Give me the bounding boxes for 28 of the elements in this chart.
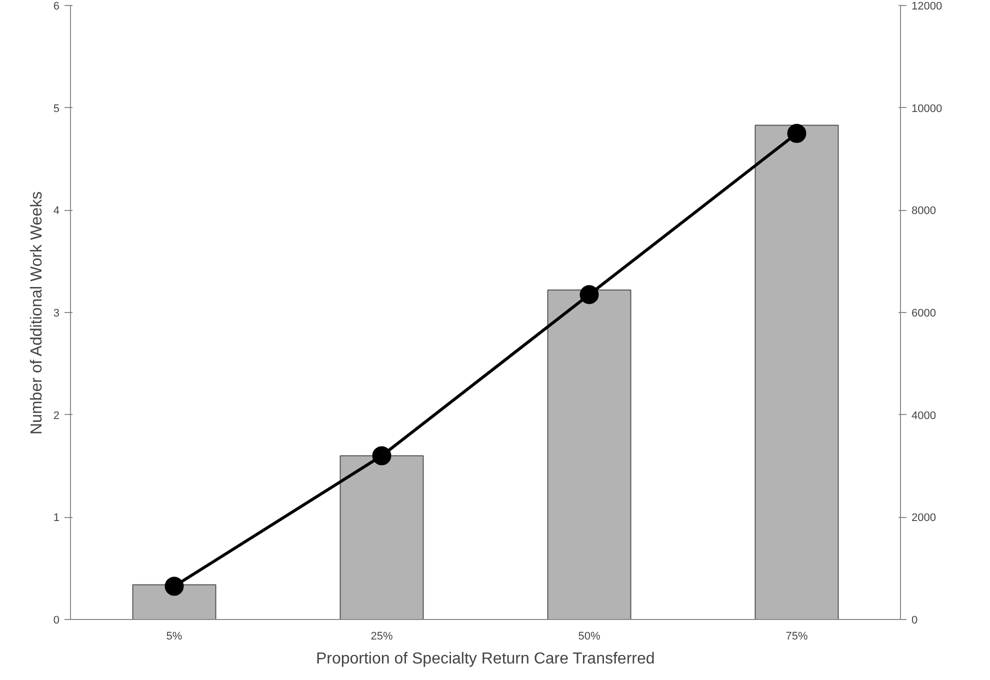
point [580, 285, 599, 304]
point [787, 124, 806, 143]
x-axis-title: Proportion of Specialty Return Care Transferred [316, 650, 655, 668]
y-axis-title: Number of Additional Work Weeks [28, 191, 46, 434]
y-tick-label: 6 [53, 0, 60, 12]
y2-tick-label: 10000 [912, 102, 942, 115]
y2-tick-label: 12000 [912, 0, 942, 12]
bar [754, 124, 839, 620]
y-tick-label: 0 [53, 614, 60, 626]
y2-tick-label: 8000 [912, 205, 936, 218]
x-tick-label: 5% [166, 630, 182, 642]
y2-tick-label: 6000 [912, 308, 936, 320]
point [372, 446, 392, 466]
x-tick-label: 50% [578, 630, 600, 642]
y-tick-label: 1 [53, 512, 60, 524]
bar [132, 584, 216, 620]
y2-tick-label: 2000 [912, 512, 936, 524]
y2-tick-label: 0 [912, 614, 918, 626]
y-tick-label: 2 [53, 410, 60, 422]
y-tick-label: 3 [53, 308, 60, 320]
y2-tick-label: 4000 [912, 410, 936, 422]
x-tick-label: 75% [786, 630, 808, 642]
x-tick-label: 25% [370, 630, 393, 642]
bar [547, 289, 632, 620]
bar [340, 455, 424, 620]
y-tick-label: 5 [53, 102, 60, 115]
y-tick-label: 4 [53, 205, 60, 218]
point [164, 576, 184, 596]
